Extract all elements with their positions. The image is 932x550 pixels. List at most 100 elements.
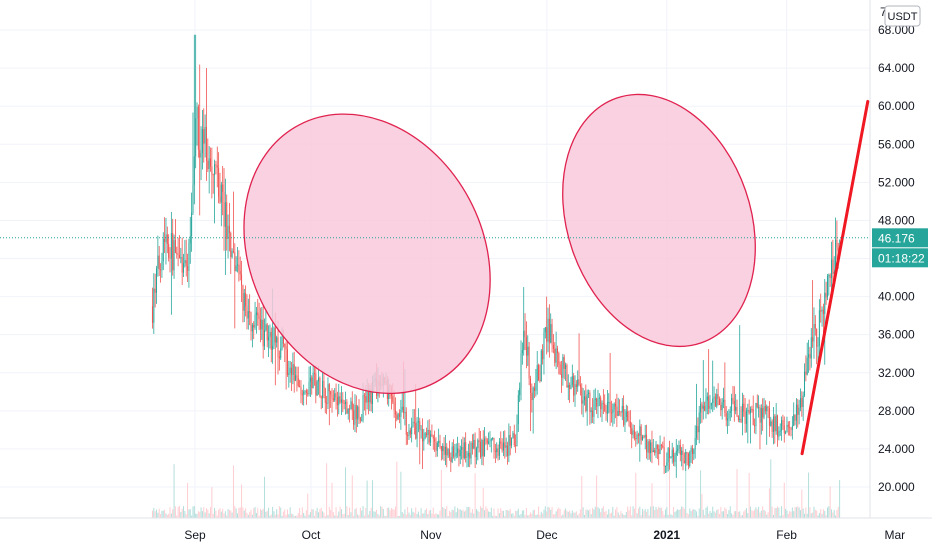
volume-bar — [694, 509, 696, 518]
volume-bar — [538, 506, 540, 518]
volume-bar — [394, 506, 396, 518]
y-tick-label: 24.000 — [878, 442, 915, 456]
volume-bar — [442, 507, 444, 518]
volume-bar — [836, 510, 838, 518]
volume-bar — [528, 514, 530, 518]
candle-body — [546, 327, 548, 342]
volume-bar — [809, 507, 811, 518]
volume-bar — [328, 506, 330, 518]
candle-body — [203, 129, 205, 144]
ellipse-drawing-2[interactable] — [530, 68, 787, 372]
volume-bar — [687, 514, 689, 518]
candle-body — [783, 425, 785, 434]
candle-body — [469, 452, 471, 459]
volume-bar — [166, 514, 168, 518]
ellipse-drawing-1[interactable] — [196, 71, 537, 437]
candle-body — [461, 447, 463, 450]
volume-bar — [164, 509, 166, 518]
candle-body — [782, 420, 784, 426]
volume-bar — [725, 509, 727, 518]
candle-body — [655, 444, 657, 453]
volume-bar — [569, 510, 571, 518]
volume-bar — [782, 515, 784, 518]
candle-body — [313, 372, 315, 374]
candle-body — [442, 445, 444, 452]
volume-bar — [323, 512, 325, 518]
volume-bar — [729, 506, 731, 518]
trend-line-drawing[interactable] — [800, 99, 870, 456]
volume-bar — [427, 513, 429, 518]
volume-bar — [619, 515, 621, 518]
volume-bar — [318, 512, 320, 518]
candle-body — [613, 403, 615, 410]
volume-bar — [561, 515, 563, 518]
x-tick-label: Mar — [885, 528, 906, 542]
candle-body — [450, 457, 452, 463]
candle-body — [589, 392, 591, 412]
candle-body — [160, 269, 162, 271]
candle-body — [521, 350, 523, 354]
candle-body — [303, 391, 305, 395]
price-axis[interactable]: 20.00024.00028.00032.00036.00040.00044.0… — [878, 5, 915, 494]
volume-bar — [786, 510, 788, 518]
candle-body — [490, 439, 492, 441]
candle-body — [565, 364, 567, 369]
volume-bar — [623, 514, 625, 518]
candle-body — [463, 442, 465, 459]
volume-bar — [258, 515, 260, 518]
volume-bar — [293, 515, 295, 518]
candle-body — [737, 416, 739, 420]
volume-bar — [354, 509, 356, 518]
candle-body — [355, 405, 357, 420]
volume-bar — [698, 508, 700, 518]
candle-body — [467, 452, 469, 457]
candle-body — [804, 371, 806, 396]
candle-body — [401, 406, 403, 410]
candle-body — [822, 309, 824, 314]
candle-body — [357, 406, 359, 420]
last-price-badge-bg — [872, 228, 928, 248]
candle-body — [578, 379, 580, 385]
volume-bar — [274, 514, 276, 518]
volume-bar — [558, 507, 560, 518]
drawings[interactable] — [196, 68, 870, 456]
volume-bar — [484, 510, 486, 518]
currency-unit-box[interactable]: USDT — [884, 5, 921, 27]
candle-body — [721, 402, 723, 411]
candle-body — [192, 184, 194, 213]
volume-bar — [690, 511, 692, 518]
candle-body — [258, 315, 260, 320]
candle-body — [650, 442, 652, 454]
candle-body — [551, 324, 553, 345]
volume-bar — [652, 506, 654, 518]
volume-bar — [760, 510, 762, 518]
time-axis[interactable]: Sep Oct Nov Dec 2021 Feb Mar — [184, 528, 905, 542]
volume-bar — [756, 509, 758, 518]
candle-body — [752, 409, 754, 425]
candle-body — [801, 398, 803, 407]
candle-body — [347, 408, 349, 414]
volume-bar — [609, 513, 611, 518]
volume-bar — [762, 506, 764, 518]
candle-body — [284, 343, 286, 347]
candle-body — [484, 438, 486, 456]
candle-body — [195, 118, 197, 157]
candle-body — [432, 436, 434, 439]
volume-bar — [759, 512, 761, 518]
candle-body — [200, 153, 202, 158]
candle-body — [516, 424, 518, 447]
candle-body — [170, 233, 172, 259]
candle-body — [205, 126, 207, 161]
volume-bar — [798, 507, 800, 518]
candle-body — [343, 402, 345, 404]
volume-bar — [504, 515, 506, 518]
bar-countdown: 01:18:22 — [878, 251, 925, 265]
candle-body — [566, 364, 568, 388]
volume-bar — [482, 487, 484, 518]
volume-bar — [453, 510, 455, 518]
volume-bar — [193, 506, 195, 518]
volume-bar — [737, 511, 739, 518]
volume-bar — [498, 513, 500, 518]
volume-bar — [636, 513, 638, 518]
